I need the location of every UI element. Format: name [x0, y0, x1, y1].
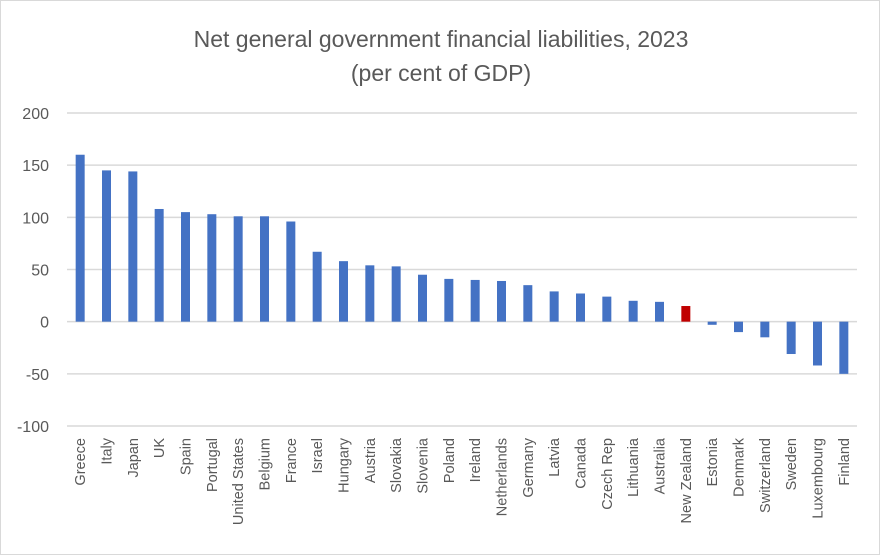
x-tick-label: Spain	[179, 438, 195, 475]
x-tick-label: UK	[152, 438, 168, 458]
x-tick-label: Australia	[653, 437, 669, 494]
bar-ireland	[470, 279, 480, 322]
bar-france	[286, 221, 296, 322]
bar-sweden	[786, 321, 796, 355]
x-tick-label: Belgium	[258, 438, 274, 490]
x-tick-label: Ireland	[468, 438, 484, 482]
bar-new-zealand	[681, 306, 691, 322]
bar-greece	[75, 154, 85, 322]
x-tick-label: Lithuania	[626, 437, 642, 497]
bar-japan	[128, 171, 138, 322]
y-axis-ticks: -100 -50 0 50 100 150 200	[17, 106, 49, 436]
bar-spain	[181, 212, 190, 322]
x-tick-label: Japan	[126, 438, 142, 478]
bar-switzerland	[760, 321, 770, 338]
x-tick-label: United States	[231, 438, 247, 525]
y-tick-label: 150	[22, 158, 49, 175]
x-axis-labels: Greece Italy Japan UK Spain Portugal United St…	[73, 437, 853, 525]
x-tick-label: Latvia	[547, 437, 563, 477]
bar-estonia	[707, 321, 717, 325]
bar-finland	[839, 321, 849, 374]
bar-united-states	[233, 216, 243, 322]
bar-austria	[365, 265, 375, 322]
bars	[75, 154, 849, 374]
x-tick-label: Germany	[521, 437, 537, 497]
x-tick-label: Netherlands	[495, 438, 511, 516]
x-tick-label: Luxembourg	[811, 438, 827, 519]
bar-belgium	[260, 216, 269, 322]
x-tick-label: Denmark	[732, 437, 748, 497]
x-tick-label: Greece	[73, 438, 89, 486]
y-tick-label: 0	[40, 315, 49, 332]
x-tick-label: Austria	[363, 437, 379, 483]
chart-subtitle: (per cent of GDP)	[351, 60, 531, 86]
x-tick-label: Finland	[837, 438, 853, 486]
x-tick-label: Israel	[310, 438, 326, 473]
bar-canada	[576, 293, 585, 322]
bar-latvia	[549, 291, 559, 322]
x-tick-label: Slovakia	[389, 437, 405, 493]
x-tick-label: Poland	[442, 438, 458, 483]
x-tick-label: Sweden	[784, 438, 800, 490]
chart-title: Net general government financial liabili…	[194, 26, 689, 52]
gridlines	[67, 112, 857, 427]
bar-luxembourg	[813, 321, 822, 366]
bar-denmark	[734, 321, 743, 333]
x-tick-label: Italy	[100, 437, 116, 464]
x-tick-label: Estonia	[705, 437, 721, 486]
bar-israel	[312, 251, 322, 322]
y-tick-label: -50	[26, 367, 49, 384]
x-tick-label: Portugal	[205, 438, 221, 492]
x-tick-label: Canada	[574, 437, 590, 489]
bar-slovakia	[391, 266, 401, 322]
x-tick-label: Switzerland	[758, 438, 774, 513]
bar-slovenia	[418, 274, 427, 322]
bar-czech-rep	[602, 296, 612, 322]
x-tick-label: Czech Rep	[600, 438, 616, 510]
x-tick-label: Hungary	[337, 437, 353, 493]
y-tick-label: -100	[17, 419, 49, 436]
x-tick-label: Slovenia	[416, 437, 432, 494]
bar-italy	[102, 170, 111, 322]
bar-uk	[154, 208, 164, 322]
y-tick-label: 200	[22, 106, 49, 123]
bar-lithuania	[628, 300, 638, 322]
x-tick-label: New Zealand	[679, 438, 695, 523]
bar-netherlands	[497, 280, 506, 322]
x-tick-label: France	[284, 438, 300, 483]
bar-germany	[523, 285, 533, 322]
y-tick-label: 100	[22, 210, 49, 227]
bar-australia	[655, 301, 664, 322]
bar-hungary	[339, 261, 348, 322]
bar-portugal	[207, 214, 217, 322]
y-tick-label: 50	[31, 263, 49, 280]
bar-poland	[444, 278, 454, 322]
